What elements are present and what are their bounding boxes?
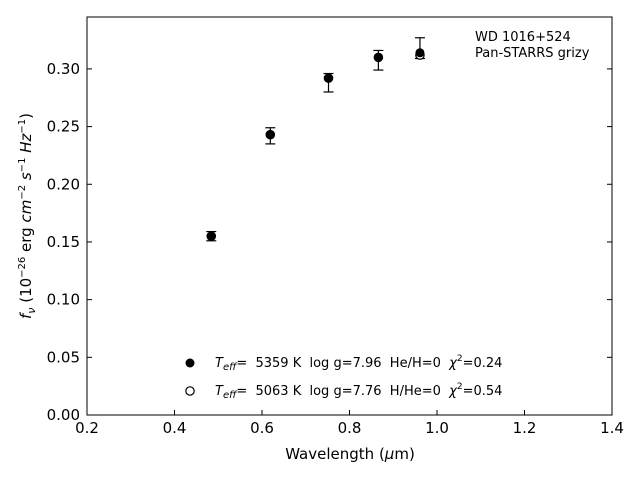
y-tick-label: 0.20 <box>47 175 80 193</box>
x-tick-label: 0.4 <box>163 419 187 437</box>
y-tick-label: 0.05 <box>47 348 80 366</box>
y-axis-label: fν (10−26 erg cm−2 s−1 Hz−1) <box>17 113 38 319</box>
legend: Teff= 5359 K log g=7.96 He/H=0 χ2=0.24 T… <box>185 354 502 401</box>
legend-entry-2: Teff= 5063 K log g=7.76 H/He=0 χ2=0.54 <box>215 382 502 401</box>
y-tick-label: 0.15 <box>47 233 80 251</box>
y-tick-label: 0.30 <box>47 60 80 78</box>
x-tick-label: 1.0 <box>425 419 449 437</box>
legend-marker-filled <box>185 358 195 368</box>
model-point-filled <box>265 130 275 140</box>
data-points <box>206 37 425 242</box>
x-tick-label: 1.2 <box>513 419 537 437</box>
y-tick-label: 0.10 <box>47 291 80 309</box>
legend-entry-1: Teff= 5359 K log g=7.96 He/H=0 χ2=0.24 <box>215 354 502 373</box>
y-tick-label: 0.25 <box>47 118 80 136</box>
x-tick-label: 0.6 <box>250 419 274 437</box>
y-axis: 0.00 0.05 0.10 0.15 0.20 0.25 0.30 <box>47 60 612 424</box>
x-axis-label: Wavelength (μm) <box>285 445 415 463</box>
annotation-survey: Pan-STARRS grizy <box>475 46 590 61</box>
model-point-filled <box>415 48 425 58</box>
model-point-filled <box>373 52 383 62</box>
legend-marker-open <box>185 386 195 396</box>
x-axis: 0.2 0.4 0.6 0.8 1.0 1.2 1.4 <box>75 410 624 437</box>
x-tick-label: 1.4 <box>600 419 624 437</box>
model-point-filled <box>324 73 333 83</box>
x-tick-label: 0.8 <box>338 419 362 437</box>
y-tick-label: 0.00 <box>47 406 80 424</box>
x-tick-label: 0.2 <box>75 419 99 437</box>
model-point-filled <box>206 231 216 241</box>
annotation-object: WD 1016+524 <box>475 30 571 45</box>
